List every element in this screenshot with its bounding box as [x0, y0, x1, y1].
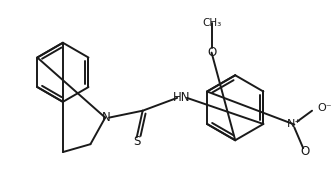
Text: CH₃: CH₃ [202, 18, 221, 28]
Text: N: N [102, 111, 111, 124]
Text: O: O [207, 46, 216, 59]
Text: O: O [300, 145, 310, 158]
Text: N⁺: N⁺ [287, 119, 301, 130]
Text: HN: HN [173, 91, 191, 104]
Text: S: S [133, 135, 140, 148]
Text: O⁻: O⁻ [317, 103, 332, 113]
